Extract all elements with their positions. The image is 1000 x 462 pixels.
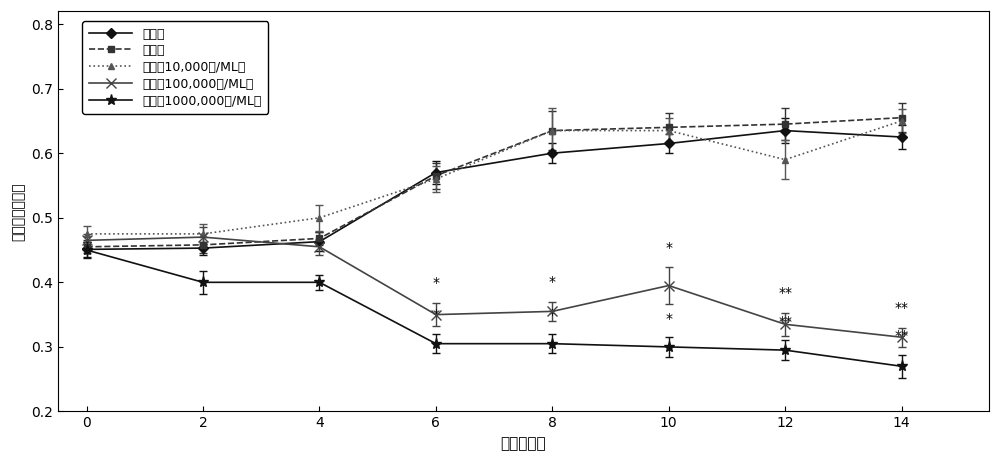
Text: *: *	[665, 241, 672, 255]
Text: *: *	[549, 275, 556, 289]
Text: *: *	[432, 276, 439, 290]
Text: *: *	[665, 311, 672, 326]
Text: **: **	[778, 315, 792, 329]
Text: **: **	[895, 329, 909, 343]
Text: *: *	[432, 308, 439, 322]
Legend: 空白组, 对照组, 菌浓（10,000个/ML）, 菌浓（100,000个/ML）, 菌浓（1000,000个/ML）: 空白组, 对照组, 菌浓（10,000个/ML）, 菌浓（100,000个/ML…	[82, 21, 268, 114]
Text: **: **	[895, 301, 909, 315]
Text: *: *	[549, 308, 556, 322]
Text: **: **	[778, 286, 792, 300]
X-axis label: 时间（天）: 时间（天）	[500, 436, 546, 451]
Y-axis label: 光合效率相对值: 光合效率相对值	[11, 182, 25, 241]
